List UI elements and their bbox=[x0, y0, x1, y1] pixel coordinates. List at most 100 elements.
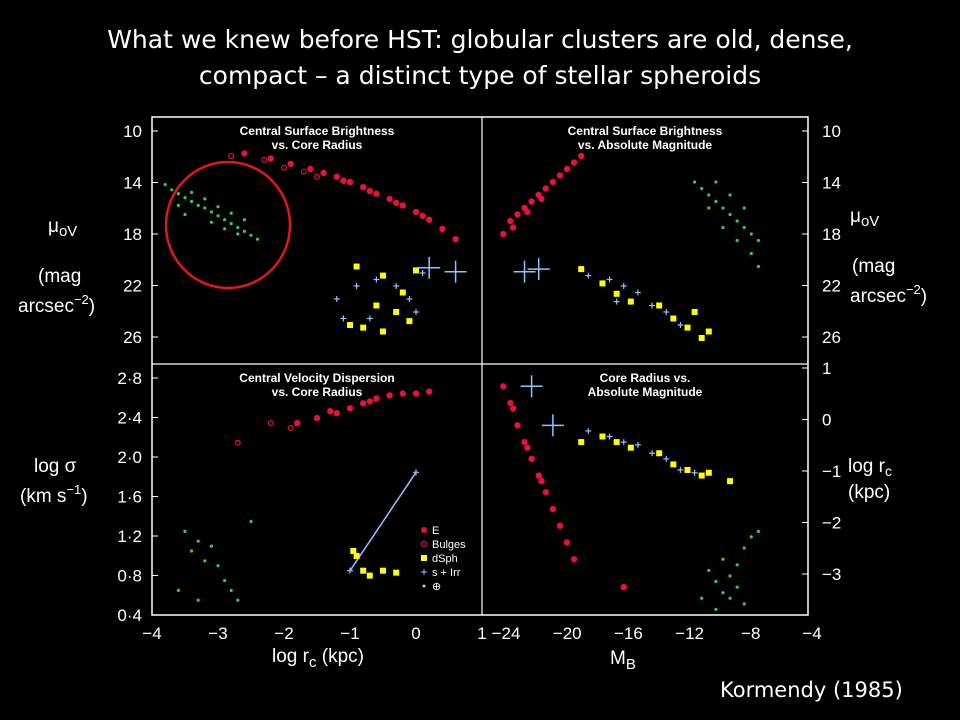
point-e-12 bbox=[426, 216, 433, 223]
point-gc-24 bbox=[223, 227, 227, 231]
point-gc-6 bbox=[223, 578, 227, 583]
point-gc-4 bbox=[209, 544, 213, 548]
point--0 bbox=[520, 375, 543, 398]
point-dsph-9 bbox=[691, 309, 698, 315]
point-dsph-5 bbox=[670, 315, 677, 322]
panel-2: Central Surface Brightness vs. Absolute M… bbox=[500, 122, 841, 347]
point-e-7 bbox=[549, 178, 557, 186]
point-gc-1 bbox=[170, 188, 174, 192]
legend-label-3: s + Irr bbox=[432, 567, 461, 579]
point-bulges-3 bbox=[314, 173, 321, 180]
left-bottom-ylabel-logsigma: log σ bbox=[34, 456, 77, 477]
point-e-8 bbox=[412, 390, 420, 397]
point-bulges-0 bbox=[261, 156, 268, 163]
point-e-11 bbox=[366, 398, 373, 405]
right-bottom-ylabel-kpc: (kpc) bbox=[848, 482, 890, 503]
point-sirr-7 bbox=[413, 309, 419, 315]
point--1 bbox=[541, 414, 564, 437]
point-dsph-4 bbox=[393, 309, 400, 315]
legend-entry-4: ⊕ bbox=[422, 581, 441, 593]
point-gc-13 bbox=[249, 233, 253, 237]
point-gc-0 bbox=[693, 180, 697, 184]
point-gc-18 bbox=[242, 218, 246, 222]
right-top-ylabel-mu: μoV bbox=[850, 206, 879, 230]
right-top-ylabel-arcsec: arcsec−2) bbox=[850, 282, 927, 307]
point-e-12 bbox=[509, 405, 517, 412]
point-dsph-6 bbox=[360, 324, 367, 331]
point-e-4 bbox=[528, 198, 535, 205]
panel-2-ytick-2: 18 bbox=[822, 225, 841, 244]
point-gc-11 bbox=[236, 225, 240, 230]
point-gc-9 bbox=[756, 238, 760, 243]
panel-4-xtick-3: −12 bbox=[675, 624, 704, 643]
point-gc-0 bbox=[163, 183, 167, 187]
point-e-5 bbox=[373, 395, 380, 402]
point-gc-7 bbox=[742, 225, 746, 230]
point-e-4 bbox=[528, 455, 535, 463]
point-gc-5 bbox=[742, 546, 746, 550]
point-gc-7 bbox=[756, 529, 760, 533]
panel-4-xtick-0: −24 bbox=[492, 624, 521, 643]
point-sirr-1 bbox=[606, 276, 613, 283]
point-gc-12 bbox=[735, 238, 739, 243]
point-e-13 bbox=[524, 208, 531, 216]
point-gc-3 bbox=[714, 199, 718, 204]
point-dsph-8 bbox=[705, 328, 712, 335]
point-bulges-1 bbox=[281, 164, 288, 171]
panel-3-ytick-2: 2·0 bbox=[117, 448, 142, 467]
figure-frame bbox=[151, 116, 809, 616]
point-dsph-0 bbox=[578, 266, 585, 273]
panel-3-xtick-4: 0 bbox=[411, 624, 420, 643]
point-sirr-5 bbox=[419, 270, 426, 276]
legend-entry-2: dSph bbox=[421, 553, 458, 565]
panel-1-ytick-2: 18 bbox=[123, 225, 142, 244]
point-dsph-6 bbox=[684, 466, 691, 473]
point-e-0 bbox=[294, 419, 301, 427]
point-dsph-8 bbox=[347, 322, 353, 328]
point-e-11 bbox=[620, 583, 627, 591]
point-e-13 bbox=[439, 225, 446, 232]
point-e-2 bbox=[333, 410, 340, 417]
panel-3-xtick-3: −1 bbox=[340, 624, 359, 643]
legend-label-0: E bbox=[432, 525, 439, 537]
point-e-9 bbox=[563, 539, 571, 546]
point-e-17 bbox=[393, 199, 400, 206]
point-gc-6 bbox=[735, 219, 739, 223]
point-dsph-1 bbox=[599, 433, 606, 440]
point-e-4 bbox=[320, 169, 327, 177]
panel-1: Central Surface Brightness vs. Core Radiu… bbox=[123, 122, 467, 347]
panel-3-ytick-0: 2·8 bbox=[117, 369, 142, 388]
panel-2-ytick-1: 14 bbox=[822, 174, 841, 193]
point-dsph-1 bbox=[353, 552, 360, 559]
point-gc-1 bbox=[190, 549, 194, 553]
panel-3-xtick-1: −3 bbox=[208, 624, 227, 643]
point-gc-10 bbox=[735, 585, 739, 589]
panel-3-xtick-2: −2 bbox=[274, 624, 293, 643]
point-e-6 bbox=[542, 489, 549, 496]
point-gc-3 bbox=[728, 574, 732, 578]
point-e-10 bbox=[570, 556, 578, 563]
point-sirr-2 bbox=[373, 276, 380, 283]
point-e-14 bbox=[538, 477, 545, 485]
panel-4-ytick-2: −1 bbox=[822, 462, 841, 481]
point-gc-3 bbox=[183, 196, 187, 200]
fit-line bbox=[349, 471, 417, 572]
point-e-1 bbox=[507, 399, 514, 407]
point-gc-5 bbox=[216, 564, 220, 568]
point-e-6 bbox=[542, 185, 549, 192]
panel-3-title: Central Velocity Dispersion vs. Core Radi… bbox=[239, 371, 394, 399]
panel-3-xtick-5: 1 bbox=[477, 624, 486, 643]
point-gc-19 bbox=[183, 212, 187, 217]
point-gc-16 bbox=[216, 205, 220, 209]
point-gc-9 bbox=[223, 218, 227, 222]
point--0 bbox=[418, 256, 441, 279]
point--0 bbox=[513, 260, 536, 283]
point-gc-9 bbox=[721, 557, 725, 561]
panel-1-ytick-3: 22 bbox=[123, 277, 142, 296]
point-e-8 bbox=[556, 522, 564, 529]
panel-1-ytick-4: 26 bbox=[123, 328, 142, 347]
point-bulges-4 bbox=[228, 153, 235, 160]
point-dsph-7 bbox=[698, 472, 705, 479]
panel-3-ytick-3: 1·6 bbox=[117, 488, 142, 507]
